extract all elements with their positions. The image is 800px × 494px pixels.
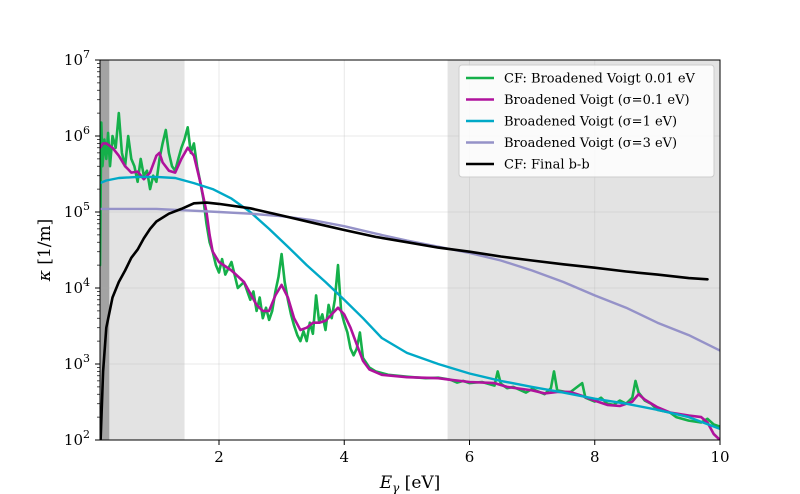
y-tick-label: 104 [64,276,90,297]
series-line-4 [100,201,709,440]
x-axis-label: Eγ [eV] [379,473,441,494]
legend-box [458,64,715,178]
x-tick-label: 4 [339,448,349,466]
legend: CF: Broadened Voigt 0.01 eV Broadened Voi… [458,64,715,178]
shaded-region-1 [109,60,185,440]
legend-label-0: CF: Broadened Voigt 0.01 eV [504,72,696,87]
shaded-region-0 [100,60,110,440]
legend-label-1: Broadened Voigt (σ=0.1 eV) [504,93,690,108]
axis-ticks: 2 4 6 8 10 102 103 104 105 106 107 [64,48,730,466]
series-line-1 [100,142,720,440]
legend-label-3: Broadened Voigt (σ=3 eV) [504,136,677,151]
y-tick-label: 102 [64,428,90,449]
y-axis-label: κ [1/m] [35,219,55,283]
x-tick-label: 8 [590,448,600,466]
x-tick-label: 2 [214,448,224,466]
series-line-3 [100,207,720,352]
plot-frame [99,59,721,441]
y-tick-label: 107 [64,48,90,69]
legend-label-2: Broadened Voigt (σ=1 eV) [504,115,677,130]
series-lines [100,111,720,440]
y-tick-label: 105 [64,200,90,221]
y-tick-label: 106 [64,124,90,145]
x-tick-label: 6 [465,448,475,466]
series-line-2 [100,175,720,431]
y-tick-label: 103 [64,352,90,373]
legend-label-4: CF: Final b-b [504,158,590,173]
x-tick-label: 10 [710,448,729,466]
